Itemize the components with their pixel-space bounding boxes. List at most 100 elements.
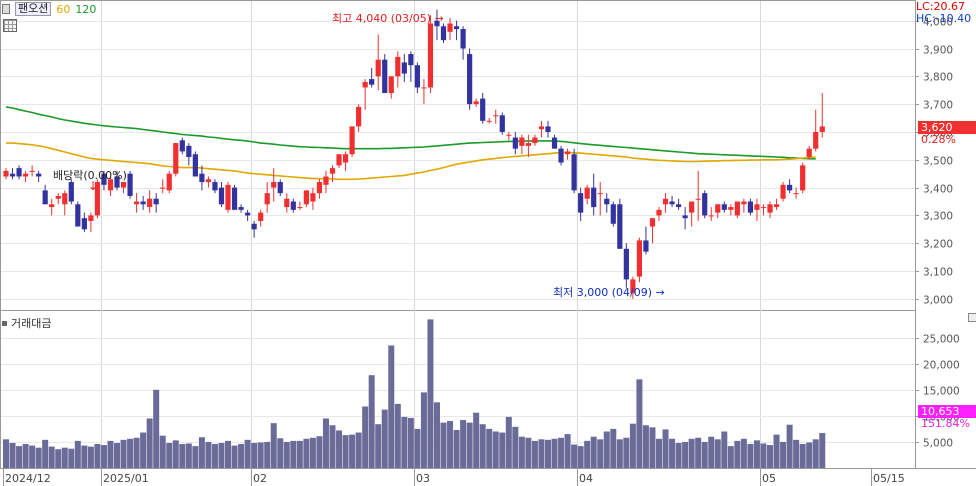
- volume-bar: [695, 437, 702, 468]
- candle-body: [532, 137, 538, 144]
- candle-body: [584, 187, 590, 199]
- candle-body: [271, 182, 277, 188]
- candle-body: [3, 170, 9, 177]
- current-price-badge: 3,620: [918, 121, 976, 134]
- candle-body: [336, 154, 342, 166]
- axes: 3,0003,1003,2003,3003,4003,5003,6003,700…: [5, 17, 960, 486]
- price-tick-label: 3,200: [923, 239, 953, 251]
- candle-body: [375, 59, 381, 77]
- candle-body: [290, 201, 296, 210]
- volume-bar: [558, 437, 565, 468]
- volume-bar: [675, 442, 682, 468]
- volume-bar: [512, 426, 519, 468]
- candle-body: [362, 81, 368, 88]
- volume-bar: [394, 403, 401, 468]
- ma120-line: [5, 106, 816, 160]
- price-panel-frame: [0, 0, 916, 311]
- candle-body: [708, 215, 714, 217]
- legend-ma120: 120: [75, 2, 97, 16]
- volume-bar: [342, 435, 349, 468]
- volume-bar: [636, 379, 643, 468]
- candle-body: [806, 148, 812, 157]
- volume-bar: [336, 430, 343, 468]
- candle-body: [610, 204, 616, 224]
- panel-resize-handle[interactable]: [968, 313, 976, 322]
- volume-bar: [74, 440, 81, 468]
- high-annotation: 최고 4,040 (03/05) →: [332, 10, 444, 26]
- volume-bar: [368, 375, 375, 468]
- volume-bar: [433, 402, 440, 468]
- volume-bar: [727, 446, 734, 468]
- candle-body: [369, 79, 375, 85]
- candle-body: [793, 193, 799, 195]
- candle-body: [88, 215, 94, 221]
- volume-bar: [767, 445, 774, 468]
- legend-square-icon[interactable]: [2, 4, 10, 14]
- date-tick-label: 03: [416, 472, 430, 485]
- volume-bar: [211, 444, 218, 468]
- candle-body: [434, 20, 440, 27]
- candle-body: [94, 182, 101, 216]
- candle-body: [617, 204, 623, 249]
- volume-bar: [238, 444, 245, 468]
- volume-bar: [616, 439, 623, 468]
- arrow-down-icon: ↓: [88, 179, 99, 193]
- table-grid-icon[interactable]: [3, 19, 17, 32]
- candle-body: [558, 148, 564, 163]
- candle-body: [551, 137, 558, 149]
- candle-body: [800, 165, 806, 191]
- arrow-right-icon: →: [431, 12, 444, 25]
- volume-bar: [68, 448, 75, 468]
- volume-bar: [127, 438, 134, 468]
- volume-bar: [316, 436, 323, 468]
- candle-body: [819, 126, 825, 132]
- volume-bar: [114, 442, 121, 468]
- volume-bar: [159, 435, 166, 468]
- candle-body: [349, 126, 355, 155]
- volume-bar: [525, 437, 532, 468]
- low-annotation: 최저 3,000 (04/09) →: [553, 284, 665, 300]
- volume-bar: [61, 447, 68, 468]
- candle-body: [329, 168, 336, 174]
- volume-tick-label: 25,000: [923, 334, 960, 346]
- candle-body: [525, 143, 531, 146]
- candle-body: [747, 201, 754, 213]
- volume-bar: [296, 440, 303, 468]
- candle-body: [408, 54, 414, 66]
- volume-bar: [244, 439, 251, 468]
- candle-body: [9, 173, 16, 177]
- stock-name[interactable]: 팬오션: [15, 2, 52, 16]
- legend-ma60: 60: [56, 2, 71, 16]
- price-tick-label: 4,000: [923, 17, 953, 29]
- volume-bar: [349, 434, 356, 468]
- candle-body: [284, 198, 290, 208]
- candle-body: [715, 204, 721, 213]
- candle-body: [205, 179, 212, 183]
- volume-bar: [642, 425, 649, 468]
- volume-bar: [355, 432, 362, 468]
- panel-square-icon[interactable]: [2, 320, 7, 326]
- volume-bar: [518, 436, 525, 468]
- volume-bar: [590, 436, 597, 468]
- candle-body: [218, 187, 225, 205]
- volume-bar: [94, 444, 101, 468]
- candle-body: [192, 154, 198, 177]
- candle-body: [62, 193, 68, 205]
- candle-body: [571, 154, 577, 191]
- candle-body: [597, 193, 603, 195]
- candle-body: [401, 62, 407, 74]
- low-label: 최저 3,000 (04/09): [553, 286, 653, 299]
- date-tick-label: 05/15: [873, 472, 905, 485]
- volume-bar: [688, 438, 695, 468]
- candle-body: [186, 145, 192, 157]
- volume-bar: [87, 446, 94, 468]
- candle-body: [767, 204, 773, 213]
- candle-body: [277, 182, 283, 194]
- candle-body: [734, 201, 740, 216]
- volume-bar: [48, 446, 55, 468]
- candle-body: [231, 187, 238, 210]
- volume-bar: [760, 443, 767, 468]
- volume-bar: [577, 446, 584, 468]
- volume-bar: [773, 434, 780, 468]
- price-tick-label: 3,300: [923, 211, 953, 223]
